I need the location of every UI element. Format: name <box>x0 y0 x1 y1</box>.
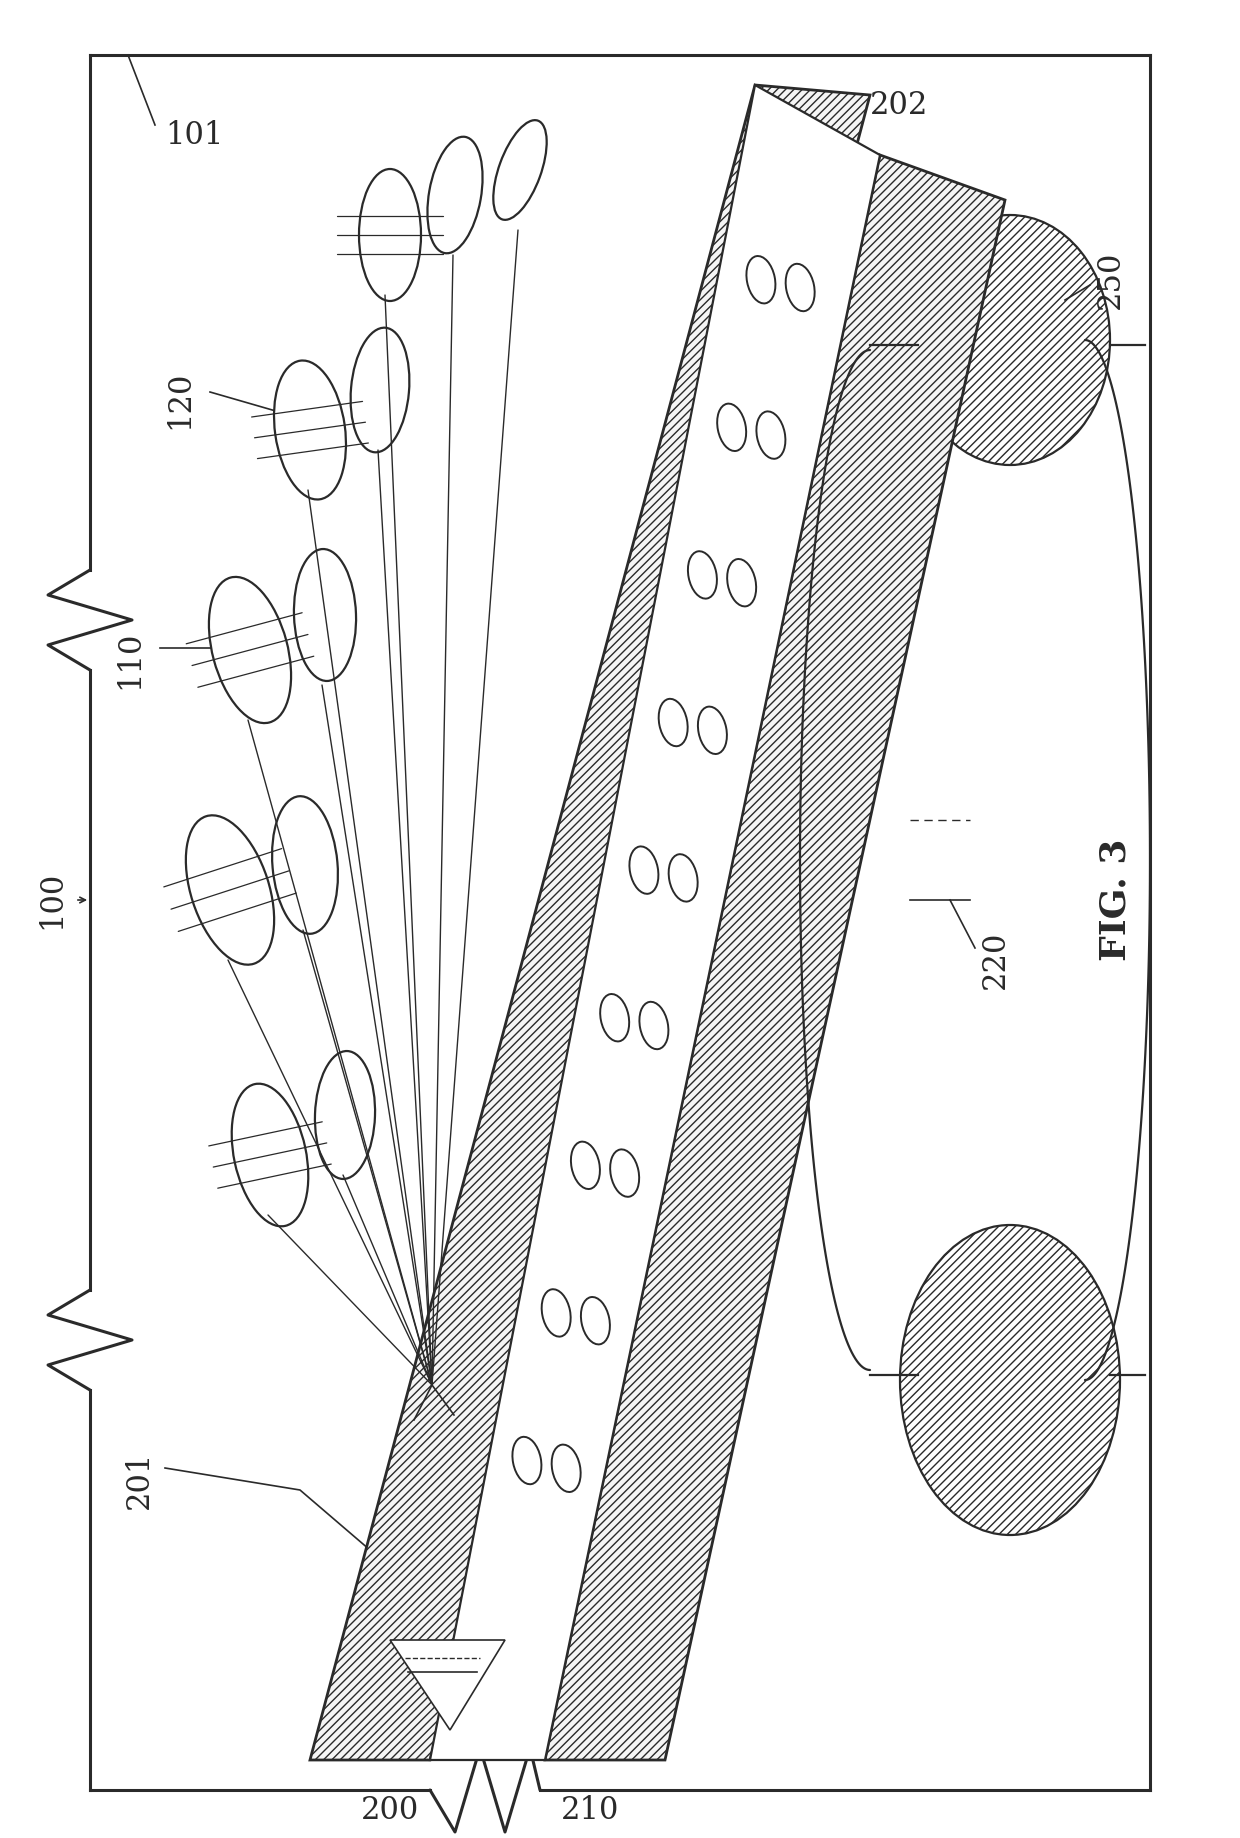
Ellipse shape <box>580 1298 610 1344</box>
Ellipse shape <box>610 1149 639 1197</box>
Ellipse shape <box>208 577 291 722</box>
Text: 250: 250 <box>1095 250 1126 309</box>
Ellipse shape <box>494 119 547 221</box>
Ellipse shape <box>658 698 688 746</box>
Ellipse shape <box>727 559 756 607</box>
Text: 100: 100 <box>36 871 67 930</box>
Text: 201: 201 <box>124 1450 155 1509</box>
Ellipse shape <box>274 360 346 500</box>
Ellipse shape <box>552 1445 580 1492</box>
Ellipse shape <box>668 855 698 902</box>
Ellipse shape <box>698 706 727 754</box>
Ellipse shape <box>512 1437 542 1485</box>
Text: 101: 101 <box>165 119 223 151</box>
Ellipse shape <box>294 550 356 680</box>
Text: 110: 110 <box>114 630 145 689</box>
Text: 202: 202 <box>870 90 929 121</box>
Ellipse shape <box>746 255 775 303</box>
Polygon shape <box>430 85 880 1761</box>
Ellipse shape <box>542 1288 570 1336</box>
Polygon shape <box>391 1639 505 1730</box>
Ellipse shape <box>900 1224 1120 1535</box>
Ellipse shape <box>315 1051 374 1178</box>
Ellipse shape <box>786 265 815 311</box>
Text: 200: 200 <box>361 1796 419 1825</box>
Ellipse shape <box>570 1141 600 1189</box>
Text: FIG. 3: FIG. 3 <box>1097 838 1132 961</box>
Text: 120: 120 <box>164 371 195 430</box>
Ellipse shape <box>756 412 785 460</box>
Ellipse shape <box>351 327 409 452</box>
Ellipse shape <box>688 551 717 599</box>
Ellipse shape <box>717 404 746 450</box>
Ellipse shape <box>232 1084 309 1226</box>
Ellipse shape <box>428 136 482 254</box>
Text: 220: 220 <box>980 930 1011 989</box>
Text: 210: 210 <box>560 1796 619 1825</box>
Ellipse shape <box>360 169 422 301</box>
Ellipse shape <box>640 1002 668 1049</box>
Ellipse shape <box>630 847 658 893</box>
Ellipse shape <box>910 215 1110 465</box>
Polygon shape <box>310 85 870 1761</box>
Ellipse shape <box>186 816 274 965</box>
Ellipse shape <box>600 994 629 1042</box>
Ellipse shape <box>272 796 339 934</box>
Polygon shape <box>546 154 1004 1761</box>
